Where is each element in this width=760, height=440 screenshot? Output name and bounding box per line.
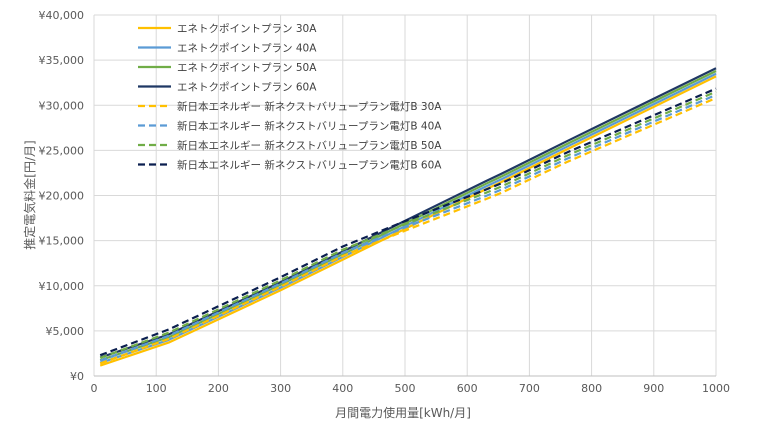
legend-label: エネトクポイントプラン 40A	[177, 43, 317, 55]
series-line-1	[99, 75, 717, 367]
y-tick-label: ¥25,000	[39, 144, 85, 157]
y-tick-label: ¥15,000	[39, 235, 85, 248]
legend: エネトクポイントプラン 30A エネトクポイントプラン 40A エネトクポイントプラ…	[138, 23, 442, 172]
x-tick-label: 200	[208, 382, 229, 395]
x-tick-label: 600	[457, 382, 478, 395]
x-tick-label: 800	[581, 382, 602, 395]
y-tick-label: ¥5,000	[46, 325, 85, 338]
y-tick-label: ¥0	[70, 370, 84, 383]
legend-label: エネトクポイントプラン 30A	[177, 23, 317, 35]
gridlines	[93, 14, 717, 377]
legend-label: 新日本エネルギー 新ネクストバリュープラン電灯B 40A	[177, 120, 442, 133]
legend-label: 新日本エネルギー 新ネクストバリュープラン電灯B 50A	[177, 139, 442, 152]
x-axis-ticks: 0 100 200 300 400 500 600 700 800 900 1000	[91, 382, 731, 395]
legend-label: 新日本エネルギー 新ネクストバリュープラン電灯B 60A	[177, 159, 442, 172]
legend-label: エネトクポイントプラン 50A	[177, 62, 317, 74]
x-tick-label: 300	[270, 382, 291, 395]
x-tick-label: 1000	[702, 382, 730, 395]
y-tick-label: ¥10,000	[39, 280, 85, 293]
series-line-8	[99, 87, 717, 357]
series-line-5	[99, 96, 717, 365]
x-tick-label: 0	[91, 382, 98, 395]
x-tick-label: 500	[395, 382, 416, 395]
x-axis-title: 月間電力使用量[kWh/月]	[335, 405, 471, 420]
x-tick-label: 700	[519, 382, 540, 395]
legend-label: 新日本エネルギー 新ネクストバリュープラン電灯B 30A	[177, 100, 442, 113]
x-tick-label: 100	[146, 382, 167, 395]
legend-label: エネトクポイントプラン 60A	[177, 82, 317, 94]
y-tick-label: ¥40,000	[39, 9, 85, 22]
y-axis-title: 推定電気料金[円/月]	[22, 140, 37, 249]
x-tick-label: 400	[332, 382, 353, 395]
y-tick-label: ¥35,000	[39, 54, 85, 67]
series-line-7	[99, 90, 717, 359]
y-tick-label: ¥30,000	[39, 99, 85, 112]
series-line-6	[99, 93, 717, 362]
x-tick-label: 900	[643, 382, 664, 395]
series-lines	[99, 67, 717, 367]
y-tick-label: ¥20,000	[39, 190, 85, 203]
y-axis-ticks: ¥0 ¥5,000 ¥10,000 ¥15,000 ¥20,000 ¥25,000 ¥30,…	[39, 9, 85, 383]
